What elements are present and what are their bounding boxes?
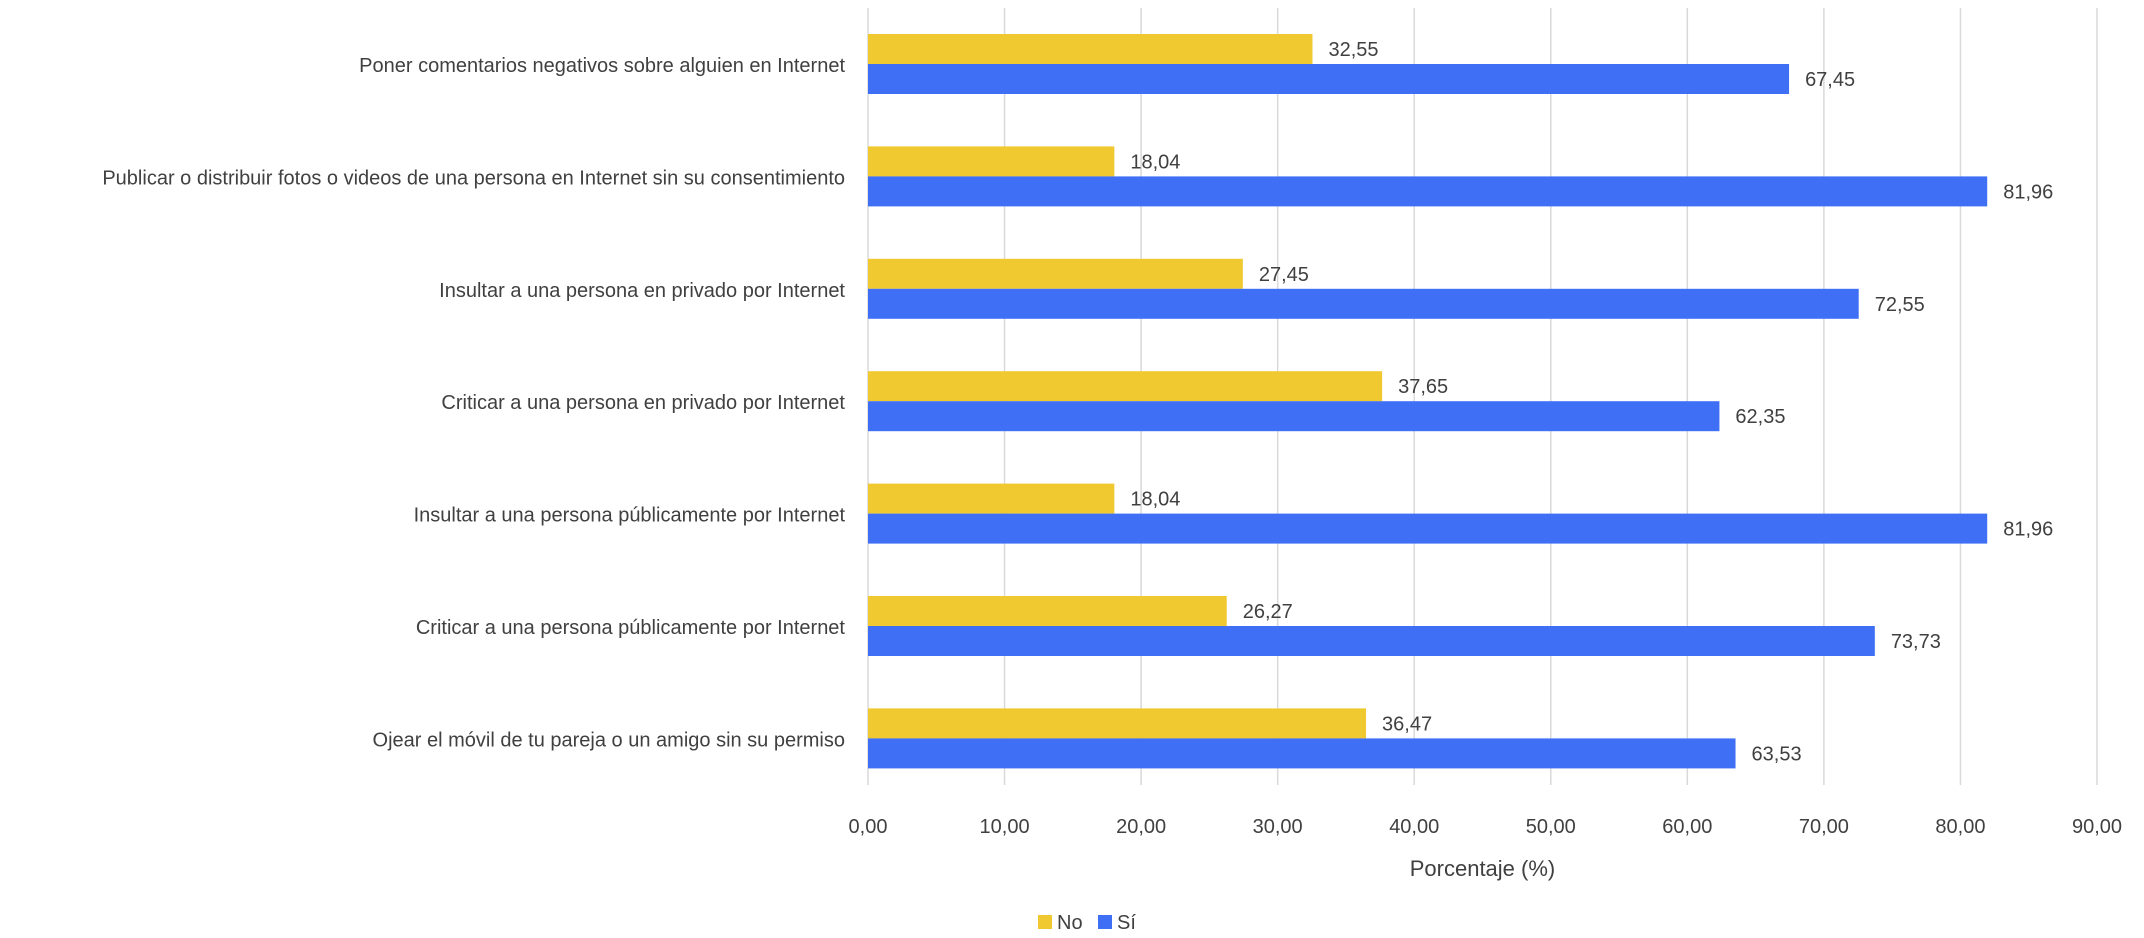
data-label: 37,65 (1398, 376, 1448, 398)
x-tick-label: 10,00 (980, 816, 1030, 838)
x-tick-label: 80,00 (1935, 816, 1985, 838)
x-tick-label: 40,00 (1389, 816, 1439, 838)
data-label: 72,55 (1875, 294, 1925, 316)
data-label: 63,53 (1752, 743, 1802, 765)
legend-label: No (1057, 912, 1083, 934)
x-tick-label: 70,00 (1799, 816, 1849, 838)
bar-no (868, 258, 1243, 289)
data-label: 67,45 (1805, 69, 1855, 91)
x-tick-label: 20,00 (1116, 816, 1166, 838)
x-tick-label: 60,00 (1662, 816, 1712, 838)
x-tick-label: 0,00 (849, 816, 888, 838)
legend: No Sí (1038, 912, 1136, 934)
legend-swatch (1098, 915, 1112, 929)
data-label: 32,55 (1328, 39, 1378, 61)
grid-lines (867, 8, 2098, 785)
bar-si (868, 288, 1859, 319)
category-label: Criticar a una persona públicamente por … (416, 617, 846, 639)
bar-si (868, 64, 1790, 94)
legend-label: Sí (1117, 912, 1136, 934)
x-tick-label: 50,00 (1526, 816, 1576, 838)
bar-si (868, 738, 1736, 769)
category-label: Insultar a una persona públicamente por … (414, 505, 846, 527)
bar-no (868, 34, 1313, 64)
bar-no (868, 146, 1115, 177)
bar-no (868, 483, 1115, 514)
data-label: 18,04 (1130, 151, 1180, 173)
data-label: 27,45 (1259, 264, 1309, 286)
data-label: 18,04 (1130, 489, 1180, 511)
bars: 32,55 67,45 18,04 81,96 27,45 72,55 37,65 62,35… (868, 34, 2053, 769)
bar-si (868, 176, 1988, 207)
bar-no (868, 708, 1367, 739)
data-label: 26,27 (1243, 601, 1293, 623)
x-tick-label: 30,00 (1253, 816, 1303, 838)
bar-si (868, 626, 1875, 656)
category-label: Publicar o distribuir fotos o videos de … (102, 167, 845, 189)
category-label: Poner comentarios negativos sobre alguie… (359, 55, 845, 77)
data-label: 81,96 (2003, 181, 2053, 203)
data-label: 36,47 (1382, 713, 1432, 735)
x-axis-title: Porcentaje (%) (1410, 856, 1556, 881)
category-label: Insultar a una persona en privado por In… (439, 280, 845, 302)
data-label: 73,73 (1891, 631, 1941, 653)
bar-no (868, 371, 1383, 402)
data-label: 81,96 (2003, 519, 2053, 541)
bar-si (868, 513, 1988, 544)
x-axis-tick-labels: 0,00 10,00 20,00 30,00 40,00 50,00 60,00 70,00 8… (849, 816, 2123, 838)
category-labels: Poner comentarios negativos sobre alguie… (102, 55, 845, 751)
bar-si (868, 401, 1720, 432)
x-tick-label: 90,00 (2072, 816, 2122, 838)
data-label: 62,35 (1735, 406, 1785, 428)
category-label: Ojear el móvil de tu pareja o un amigo s… (373, 729, 845, 751)
category-label: Criticar a una persona en privado por In… (441, 392, 845, 414)
bar-no (868, 596, 1227, 626)
legend-swatch (1038, 915, 1052, 929)
